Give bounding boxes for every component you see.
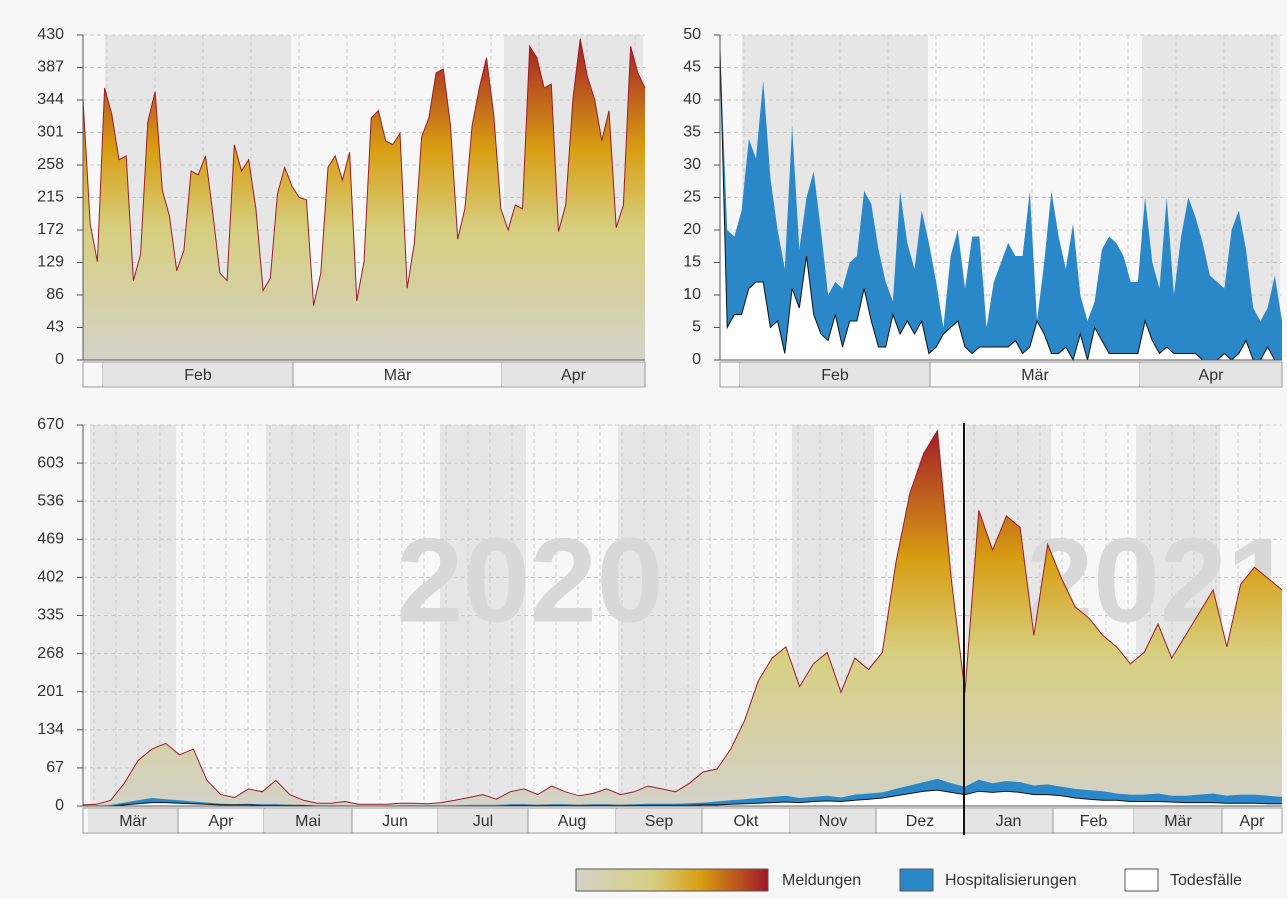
y-tick-label: 335: [37, 607, 64, 624]
series-line: [719, 47, 1282, 362]
x-tick-label: Apr: [209, 813, 235, 830]
month-cell: [964, 809, 1053, 832]
series-area: [83, 38, 645, 361]
year-watermark: 2020: [397, 514, 664, 648]
x-tick-label: Apr: [1199, 367, 1225, 384]
y-tick-label: 45: [683, 59, 701, 76]
x-tick-label: Sep: [645, 813, 674, 830]
series-area: [720, 48, 1282, 360]
month-cell: [502, 363, 645, 386]
y-tick-label: 0: [55, 351, 64, 368]
legend-swatch: [899, 868, 934, 892]
y-tick-label: 50: [683, 26, 701, 43]
y-tick-label: 258: [37, 156, 64, 173]
x-tick-label: Mär: [1164, 813, 1192, 830]
legend-label: Hospitalisierungen: [945, 872, 1077, 889]
month-cell: [438, 809, 528, 832]
x-tick-label: Feb: [184, 367, 212, 384]
legend: Meldungen Hospitalisierungen Todesfälle: [575, 868, 1242, 892]
x-tick-label: Mai: [295, 813, 321, 830]
y-tick-label: 43: [46, 319, 64, 336]
y-tick-label: 603: [37, 454, 64, 471]
y-tick-label: 430: [37, 26, 64, 43]
legend-swatch: [1124, 868, 1159, 892]
y-tick-label: 172: [37, 221, 64, 238]
legend-label: Meldungen: [782, 872, 861, 889]
x-tick-label: Mär: [1021, 367, 1049, 384]
y-tick-label: 0: [692, 351, 701, 368]
month-cell: [1140, 363, 1282, 386]
y-tick-label: 215: [37, 189, 64, 206]
month-cell: [740, 363, 930, 386]
y-tick-label: 201: [37, 683, 64, 700]
y-tick-label: 670: [37, 416, 64, 433]
series-area: [720, 48, 1282, 360]
y-tick-label: 402: [37, 569, 64, 586]
x-tick-label: Apr: [561, 367, 587, 384]
y-tick-label: 40: [683, 91, 701, 108]
x-tick-label: Feb: [1080, 813, 1108, 830]
series-area: [83, 790, 1282, 806]
month-cell: [264, 809, 352, 832]
series-line: [83, 789, 1282, 807]
x-tick-label: Okt: [734, 813, 759, 830]
y-tick-label: 301: [37, 124, 64, 141]
x-tick-label: Apr: [1240, 813, 1266, 830]
month-cell: [88, 809, 178, 832]
x-tick-label: Dez: [906, 813, 934, 830]
y-tick-label: 134: [37, 721, 64, 738]
legend-label: Todesfälle: [1170, 872, 1242, 889]
y-tick-label: 469: [37, 531, 64, 548]
month-cell: [103, 363, 293, 386]
y-tick-label: 5: [692, 319, 701, 336]
y-tick-label: 10: [683, 286, 701, 303]
legend-swatch: [575, 868, 769, 892]
y-tick-label: 0: [55, 797, 64, 814]
series-line: [82, 429, 1283, 806]
y-tick-label: 536: [37, 492, 64, 509]
y-tick-label: 30: [683, 156, 701, 173]
series-line: [82, 38, 646, 306]
y-tick-label: 86: [46, 286, 64, 303]
month-cell: [616, 809, 702, 832]
y-tick-label: 67: [46, 759, 64, 776]
y-tick-label: 387: [37, 59, 64, 76]
y-tick-label: 15: [683, 254, 701, 271]
x-tick-label: Aug: [558, 813, 586, 830]
y-tick-label: 344: [37, 91, 64, 108]
x-tick-label: Nov: [819, 813, 847, 830]
y-tick-label: 35: [683, 124, 701, 141]
x-tick-label: Mär: [384, 367, 412, 384]
y-tick-label: 268: [37, 645, 64, 662]
y-tick-label: 25: [683, 189, 701, 206]
series-area: [83, 430, 1282, 806]
x-tick-label: Feb: [821, 367, 849, 384]
y-tick-label: 20: [683, 221, 701, 238]
x-tick-label: Jan: [996, 813, 1022, 830]
x-tick-label: Mär: [119, 813, 147, 830]
y-tick-label: 129: [37, 254, 64, 271]
x-tick-label: Jun: [382, 813, 408, 830]
x-tick-label: Jul: [473, 813, 493, 830]
month-cell: [1134, 809, 1222, 832]
month-cell: [790, 809, 876, 832]
